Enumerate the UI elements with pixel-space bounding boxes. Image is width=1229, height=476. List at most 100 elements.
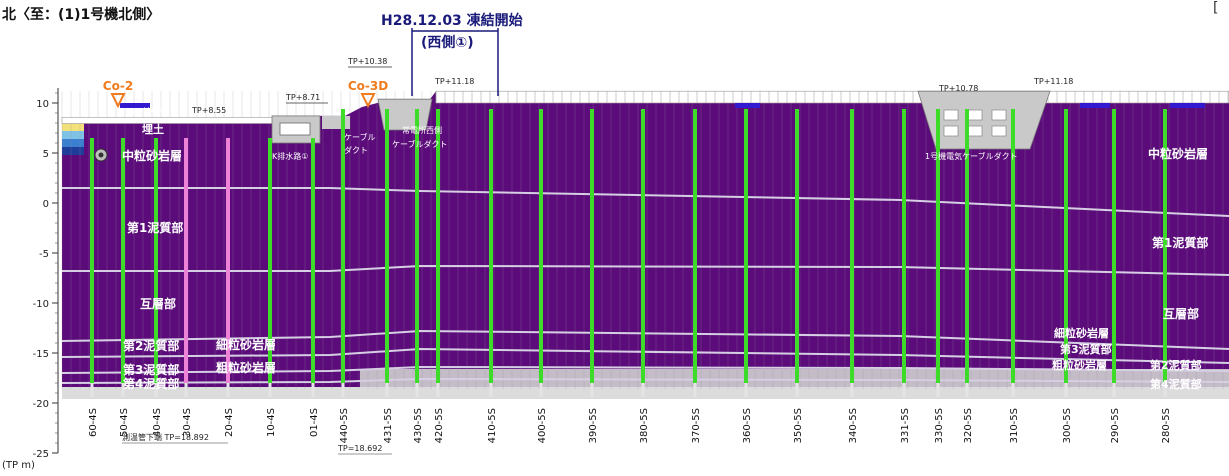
- layer-label-fill: 埋土: [142, 122, 164, 136]
- frozen-top-block: [120, 103, 150, 108]
- pipe-label: 300-5S: [1062, 408, 1073, 443]
- substation-duct-label-2: ケーブルダクト: [392, 139, 448, 149]
- layer-label-fine_sandstone: 細粒砂岩層: [216, 337, 276, 352]
- lower-gravel-band: [62, 387, 1229, 399]
- elevation-note: TP+11.18: [434, 77, 474, 86]
- pipe-label: 350-5S: [793, 408, 804, 443]
- y-axis-tick-label: -15: [33, 349, 49, 360]
- pipe-label: 20-4S: [224, 408, 235, 437]
- inlet-label: 6口地盤高: [130, 106, 167, 116]
- layer-label-right-mudstone1: 第1泥質部: [1152, 235, 1208, 250]
- layer-label-mudstone3: 第3泥質部: [123, 362, 179, 377]
- elevation-note: TP+10.38: [347, 57, 387, 66]
- k-drain-label: K排水路①: [272, 151, 308, 161]
- pipe-label: 420-5S: [434, 408, 445, 443]
- y-axis-tick-label: -25: [33, 449, 49, 460]
- co-marker-triangle: [110, 93, 126, 109]
- y-axis-tick-label: -10: [33, 299, 49, 310]
- layer-label-right-fine_sandstone: 細粒砂岩層: [1054, 326, 1109, 340]
- duct-cell: [967, 109, 983, 121]
- surface-strip-east: [435, 90, 1229, 104]
- y-axis-tick-label: -20: [33, 399, 49, 410]
- pipe-label: 410-5S: [487, 408, 498, 443]
- unit1-duct-label: 1号機電気ケーブルダクト: [925, 151, 1018, 161]
- cable-duct-label: ケーブル: [344, 132, 376, 142]
- cable-duct-structure: [322, 115, 350, 129]
- pipe-label: 370-5S: [691, 408, 702, 443]
- elevation-note: TP+8.55: [191, 106, 226, 115]
- cable-duct-label-2: ダクト: [344, 145, 368, 155]
- frozen-top-block: [1080, 103, 1110, 108]
- pipe-label: 330-5S: [934, 408, 945, 443]
- elevation-note: TP+11.18: [1033, 77, 1073, 86]
- pipe-label: 340-5S: [848, 408, 859, 443]
- duct-cell: [991, 125, 1007, 137]
- layer-label-mudstone2: 第2泥質部: [123, 338, 179, 353]
- monitoring-well-core: [98, 152, 104, 158]
- fill-soil-cell: [62, 139, 84, 147]
- layer-boundary: [61, 347, 1229, 364]
- pipe-label: 431-5S: [383, 408, 394, 443]
- pipe-label: 01-4S: [309, 408, 320, 437]
- duct-cell: [943, 125, 959, 137]
- surface-strip-west: [61, 117, 284, 124]
- co-marker-label: Co-2: [103, 79, 133, 93]
- fill-soil-cell: [62, 131, 84, 139]
- bottom-note-1: 測温管下端 TP=18.892: [122, 432, 209, 442]
- bottom-note-2: TP=18.692: [337, 444, 382, 453]
- pipe-label: 290-5S: [1110, 408, 1121, 443]
- elevation-note: TP+8.71: [285, 93, 320, 102]
- y-axis-tick-label: -5: [39, 249, 49, 260]
- co-marker-triangle: [360, 93, 376, 109]
- layer-label-coarse_sandstone: 粗粒砂岩層: [216, 360, 276, 375]
- fill-soil-cell: [62, 147, 84, 155]
- layer-boundary: [61, 365, 1229, 374]
- layer-label-right-mudstone2: 第2泥質部: [1150, 358, 1202, 372]
- freeze-side-label: (西側①): [421, 35, 474, 51]
- pipe-label: 380-5S: [639, 408, 650, 443]
- pipe-label: 280-5S: [1161, 408, 1172, 443]
- elevation-note: TP+10.78: [938, 84, 978, 93]
- substation-duct-label: 常電所西側: [402, 125, 442, 135]
- co-marker-label: Co-3D: [348, 79, 388, 93]
- frozen-top-block: [735, 103, 760, 108]
- y-axis-tick-label: 0: [43, 199, 49, 210]
- duct-cell: [967, 125, 983, 137]
- pipe-label: 50-4S: [119, 408, 130, 437]
- layer-boundary: [61, 329, 1229, 350]
- pipe-label: 60-4S: [88, 408, 99, 437]
- pipe-label: 400-5S: [537, 408, 548, 443]
- layer-label-right-mudstone4: 第4泥質部: [1150, 377, 1202, 391]
- duct-cell: [991, 109, 1007, 121]
- pipe-label: 390-5S: [588, 408, 599, 443]
- page-title: 北〈至：(1)1号機北側〉: [2, 7, 161, 23]
- y-axis-tick-label: 5: [43, 149, 49, 160]
- layer-boundary: [62, 264, 1229, 276]
- layer-label-right-coarse_sandstone: 粗粒砂岩層: [1052, 358, 1107, 372]
- pipe-label: 310-5S: [1009, 408, 1020, 443]
- y-axis-tick-label: 10: [36, 99, 49, 110]
- layer-boundary: [62, 187, 1229, 217]
- pipe-label: 331-5S: [900, 408, 911, 443]
- frozen-top-block: [1170, 103, 1205, 108]
- layer-label-alternating: 互層部: [140, 296, 176, 311]
- pipe-label: 360-5S: [742, 408, 753, 443]
- layer-boundary: [61, 377, 1229, 384]
- corner-mark: [: [1213, 0, 1219, 16]
- pipe-label: 430-5S: [413, 408, 424, 443]
- pipe-label: 40-4S: [152, 408, 163, 437]
- pipe-label: 30-4S: [182, 408, 193, 437]
- axis-unit-label: (TP m): [2, 460, 35, 471]
- pipe-label: 10-4S: [266, 408, 277, 437]
- pipe-label: 440-5S: [339, 408, 350, 443]
- fill-soil-cell: [62, 123, 84, 131]
- k-drain-opening: [279, 122, 311, 136]
- duct-cell: [943, 109, 959, 121]
- freeze-start-label: H28.12.03 凍結開始: [381, 13, 523, 29]
- layer-label-medium_sandstone: 中粒砂岩層: [122, 148, 182, 163]
- layer-label-mudstone4: 第4泥質部: [123, 376, 179, 391]
- layer-label-right-mudstone3: 第3泥質部: [1060, 342, 1112, 356]
- layer-label-right-alternating: 互層部: [1163, 306, 1199, 321]
